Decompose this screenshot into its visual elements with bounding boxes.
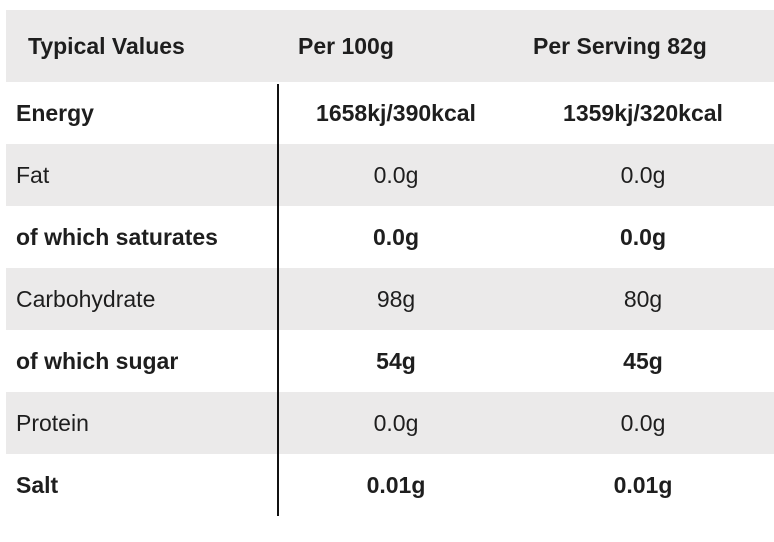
value-cell: 0.01g <box>366 471 426 498</box>
value-cell: 0.0g <box>372 223 420 250</box>
value-cell: 54g <box>376 347 416 374</box>
value-cell: 98g <box>376 285 416 312</box>
row-label: Carbohydrate <box>16 285 156 312</box>
header-row: Typical Values Per 100g Per Serving 82g <box>6 10 774 82</box>
row-label: Protein <box>16 409 89 436</box>
value-cell: 45g <box>623 347 663 374</box>
table-row: of which sugar 54g 45g <box>6 330 774 392</box>
table-row: Energy 1658kj/390kcal 1359kj/320kcal <box>6 82 774 144</box>
row-label: Fat <box>16 161 50 188</box>
table-row: Salt 0.01g 0.01g <box>6 454 774 516</box>
table-row: Carbohydrate 98g 80g <box>6 268 774 330</box>
header-cell: Per 100g <box>298 32 394 59</box>
value-cell: 0.0g <box>373 409 419 436</box>
table-row: of which saturates 0.0g 0.0g <box>6 206 774 268</box>
column-divider <box>277 84 279 516</box>
row-label: of which sugar <box>16 347 179 374</box>
value-cell: 0.01g <box>613 471 673 498</box>
value-cell: 0.0g <box>620 409 666 436</box>
table-row: Fat 0.0g 0.0g <box>6 144 774 206</box>
header-cell: Typical Values <box>28 32 185 59</box>
row-label: Energy <box>16 99 94 126</box>
value-cell: 1359kj/320kcal <box>563 99 723 126</box>
header-cell: Per Serving 82g <box>533 32 707 59</box>
table-row: Protein 0.0g 0.0g <box>6 392 774 454</box>
value-cell: 1658kj/390kcal <box>316 99 476 126</box>
row-label: Salt <box>16 471 59 498</box>
value-cell: 0.0g <box>619 223 667 250</box>
value-cell: 0.0g <box>373 161 419 188</box>
value-cell: 0.0g <box>620 161 666 188</box>
row-label: of which saturates <box>16 223 218 250</box>
value-cell: 80g <box>623 285 663 312</box>
